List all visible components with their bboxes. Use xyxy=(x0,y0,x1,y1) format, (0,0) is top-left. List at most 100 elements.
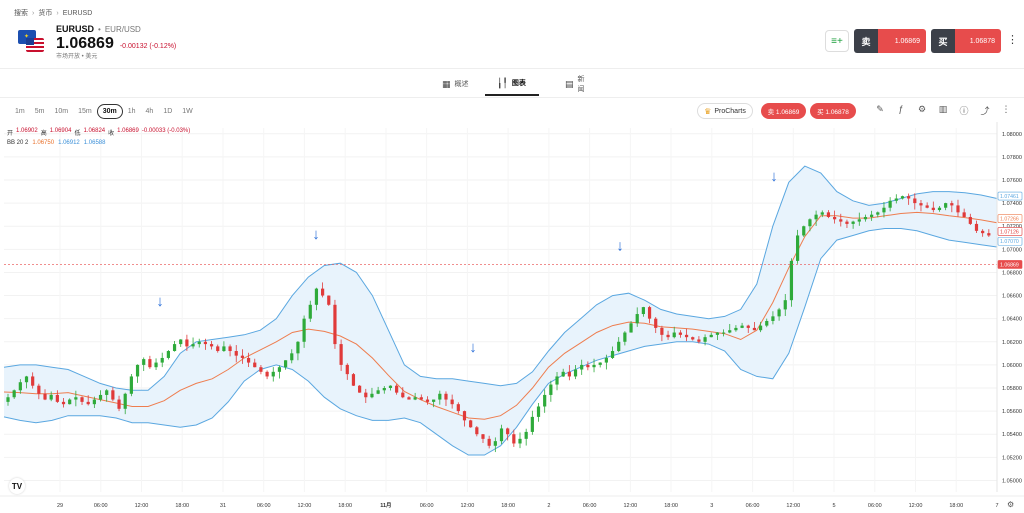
more-options-icon[interactable]: ⋮ xyxy=(1001,104,1011,114)
candle-body xyxy=(660,327,664,335)
watchlist-add-icon: ≡+ xyxy=(831,35,843,47)
procharts-button[interactable]: ♛ ProCharts xyxy=(697,103,753,119)
tab-news[interactable]: ▤ 新闻 xyxy=(553,72,603,96)
price-tick-label: 1.06400 xyxy=(1002,317,1022,323)
settings-icon[interactable]: ⚙ xyxy=(1007,500,1015,509)
down-arrow-marker: ↓ xyxy=(616,237,624,254)
interval-5m[interactable]: 5m xyxy=(34,108,45,115)
instrument-sep: • xyxy=(98,25,101,34)
divider xyxy=(0,68,1024,69)
candle-body xyxy=(31,376,35,386)
tab-overview[interactable]: ▦ 概述 xyxy=(430,72,485,96)
tab-overview-label: 概述 xyxy=(454,81,469,88)
time-tick-label: 06:00 xyxy=(746,503,760,509)
chevron-right-icon: › xyxy=(32,9,35,17)
price-chart[interactable]: ↓↓↓↓↓1.080001.078001.076001.074001.07200… xyxy=(0,122,1024,513)
time-tick-label: 3 xyxy=(710,503,713,509)
indicators-icon[interactable]: ƒ xyxy=(898,104,904,114)
candle-body xyxy=(216,346,220,352)
candle-body xyxy=(240,355,245,358)
candle-body xyxy=(111,390,115,400)
candles-icon: ╽╿ xyxy=(497,77,508,88)
candle-body xyxy=(740,325,744,328)
price-tick-label: 1.06200 xyxy=(1002,340,1022,346)
breadcrumb-search[interactable]: 搜索 xyxy=(14,10,28,17)
candle-body xyxy=(49,394,53,400)
time-tick-label: 31 xyxy=(220,503,226,509)
chart-type-icon[interactable]: ▥ xyxy=(938,104,948,114)
draw-pencil-icon[interactable]: ✎ xyxy=(876,104,884,114)
share-icon[interactable]: ⤴ xyxy=(980,106,990,116)
candle-body xyxy=(863,216,868,220)
time-tick-label: 18:00 xyxy=(501,503,515,509)
tradingview-logo[interactable]: TV xyxy=(9,478,25,494)
tab-chart[interactable]: ╽╿ 图表 xyxy=(485,72,539,96)
candle-body xyxy=(234,351,238,356)
down-arrow-marker: ↓ xyxy=(156,293,164,310)
chart-buy-button[interactable]: 买 1.06878 xyxy=(810,103,856,119)
candle-body xyxy=(327,295,331,305)
candle-body xyxy=(913,198,917,204)
candle-body xyxy=(598,362,602,365)
interval-15m[interactable]: 15m xyxy=(78,108,92,115)
candle-body xyxy=(833,216,837,220)
interval-4h[interactable]: 4h xyxy=(145,108,154,115)
time-tick-label: 18:00 xyxy=(664,503,678,509)
bollinger-band-fill xyxy=(4,166,997,455)
candle-body xyxy=(820,212,824,215)
candle-body xyxy=(888,200,892,208)
candle-body xyxy=(703,337,707,342)
price-badge-label: 1.07070 xyxy=(1000,239,1019,245)
candle-body xyxy=(179,339,183,345)
tab-bar: ▦ 概述 ╽╿ 图表 ▤ 新闻 xyxy=(430,72,603,96)
candle-body xyxy=(432,399,436,402)
candle-body xyxy=(783,300,787,310)
candle-body xyxy=(364,392,368,398)
candle-body xyxy=(105,390,109,395)
candle-body xyxy=(209,344,214,347)
interval-10m[interactable]: 10m xyxy=(54,108,69,115)
candle-body xyxy=(135,364,140,377)
time-tick-label: 5 xyxy=(833,503,836,509)
chart-sell-button[interactable]: 卖 1.06869 xyxy=(761,103,806,119)
breadcrumb-currencies[interactable]: 货币 xyxy=(38,10,53,17)
time-tick-label: 12:00 xyxy=(298,503,312,509)
candle-body xyxy=(962,212,966,217)
chevron-right-icon: › xyxy=(56,9,59,17)
candle-body xyxy=(536,406,541,417)
buy-price: 1.06878 xyxy=(955,29,1001,53)
tab-news-label: 新闻 xyxy=(577,76,585,93)
interval-30m[interactable]: 30m xyxy=(96,104,123,119)
interval-1h[interactable]: 1h xyxy=(127,108,136,115)
add-to-watchlist-button[interactable]: ≡+ xyxy=(825,30,849,52)
interval-selector: 1m 5m 10m 15m 30m 1h 4h 1D 1W xyxy=(10,104,198,119)
bollinger-upper-line xyxy=(3,165,998,391)
candle-body xyxy=(154,362,158,368)
gear-icon[interactable]: ⚙ xyxy=(917,104,927,114)
sell-button[interactable]: 卖 1.06869 xyxy=(854,29,926,53)
interval-1m[interactable]: 1m xyxy=(15,108,25,115)
candle-body xyxy=(6,397,10,402)
candle-body xyxy=(586,364,590,368)
buy-button[interactable]: 买 1.06878 xyxy=(931,29,1001,53)
info-icon[interactable]: ⓘ xyxy=(959,106,969,116)
candle-body xyxy=(765,320,769,326)
candle-body xyxy=(826,212,831,217)
candle-body xyxy=(851,221,855,224)
time-tick-label: 06:00 xyxy=(94,503,108,509)
candle-body xyxy=(512,434,516,444)
candle-body xyxy=(635,314,639,324)
interval-1d[interactable]: 1D xyxy=(163,108,173,115)
interval-1w[interactable]: 1W xyxy=(182,108,193,115)
time-tick-label: 06:00 xyxy=(583,503,597,509)
candle-body xyxy=(253,362,257,368)
candle-body xyxy=(684,334,689,338)
grid-icon: ▦ xyxy=(442,78,451,89)
more-options-icon[interactable]: ⋮ xyxy=(1007,34,1018,46)
candle-body xyxy=(370,393,374,398)
candle-body xyxy=(68,399,72,405)
candle-body xyxy=(395,385,399,393)
candle-body xyxy=(80,397,84,402)
candle-body xyxy=(314,288,319,305)
candle-body xyxy=(870,214,874,217)
